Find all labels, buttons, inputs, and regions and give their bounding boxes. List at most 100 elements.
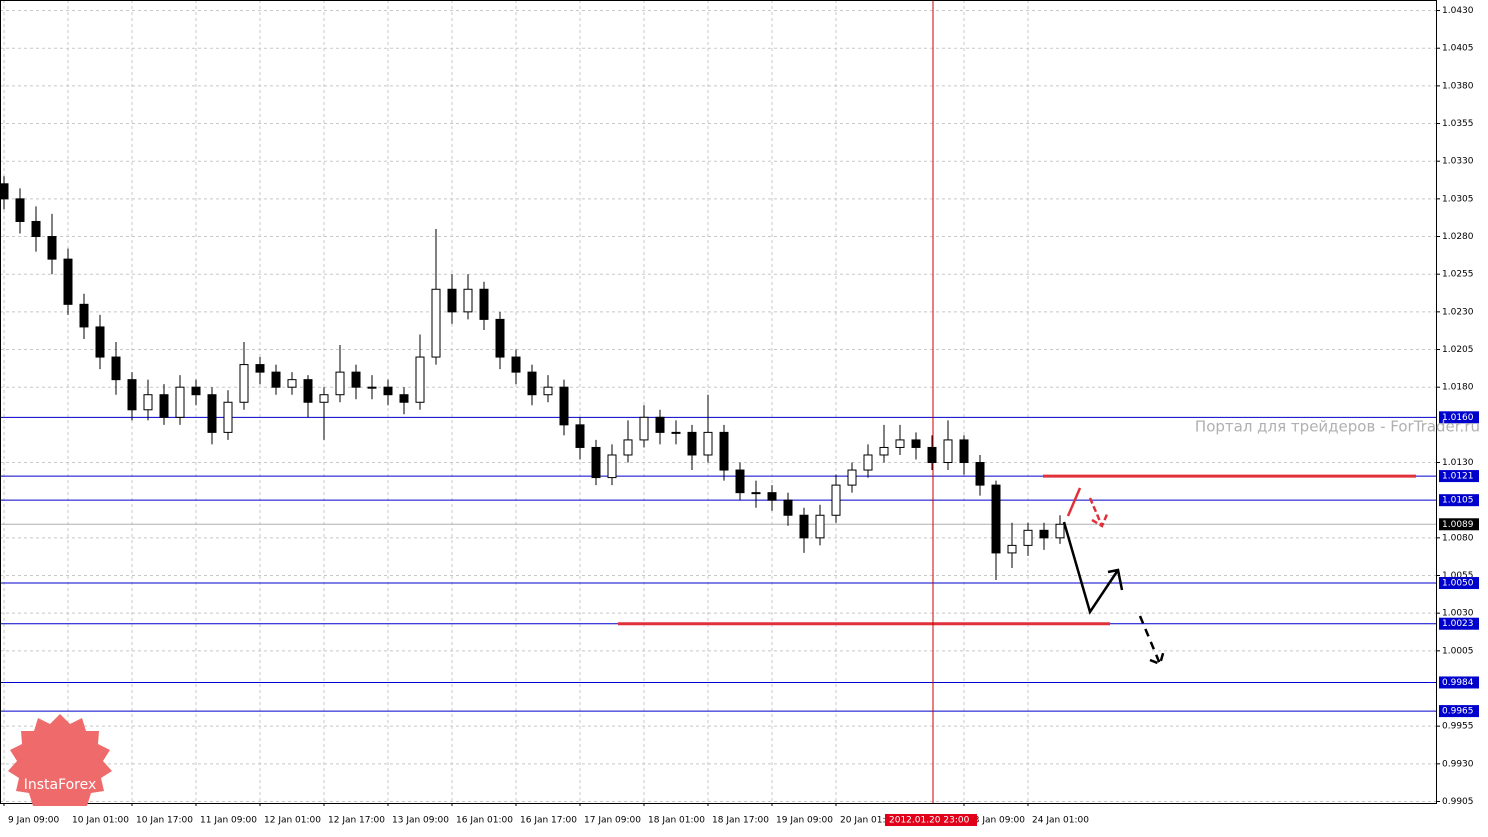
candle-body bbox=[831, 484, 841, 516]
candle-body bbox=[287, 379, 297, 388]
x-tick-label: 12 Jan 01:00 bbox=[264, 816, 321, 826]
x-tick-label: 13 Jan 09:00 bbox=[392, 816, 449, 826]
level-label-box bbox=[1439, 617, 1479, 630]
candle-body bbox=[175, 386, 185, 418]
x-tick-label: 20 Jan 01:00 bbox=[840, 816, 897, 826]
y-tick-label: 1.0205 bbox=[1442, 345, 1474, 355]
candle-body bbox=[783, 499, 793, 516]
x-tick-label: 9 Jan 09:00 bbox=[8, 816, 60, 826]
candle-body bbox=[1055, 523, 1065, 539]
x-tick-label: 18 Jan 17:00 bbox=[712, 816, 769, 826]
candle-body bbox=[879, 446, 889, 456]
level-label: 1.0023 bbox=[1442, 619, 1474, 629]
y-tick-label: 1.0130 bbox=[1442, 458, 1474, 468]
cursor-label: 2012.01.20 23:00 bbox=[889, 816, 970, 826]
level-label-box bbox=[1439, 494, 1479, 507]
y-tick-label: 1.0430 bbox=[1442, 6, 1474, 16]
logo-badge bbox=[8, 714, 112, 806]
y-tick-label: 1.0280 bbox=[1442, 232, 1474, 242]
candle-body bbox=[143, 394, 153, 411]
candle-body bbox=[15, 198, 25, 222]
x-tick-label: 16 Jan 01:00 bbox=[456, 816, 513, 826]
y-tick-label: 1.0055 bbox=[1442, 571, 1474, 581]
x-tick-label: 10 Jan 01:00 bbox=[72, 816, 129, 826]
candle-body bbox=[95, 326, 105, 358]
current-price-box bbox=[1439, 518, 1479, 531]
y-tick-label: 1.0380 bbox=[1442, 81, 1474, 91]
candle-body bbox=[159, 394, 169, 418]
candle-body bbox=[975, 462, 985, 486]
candle-body bbox=[687, 431, 697, 456]
level-label: 1.0105 bbox=[1442, 496, 1474, 506]
current-price-label: 1.0089 bbox=[1442, 520, 1474, 530]
logo-text: InstaForex bbox=[24, 777, 97, 793]
x-tick-label: 24 Jan 01:00 bbox=[1032, 816, 1089, 826]
candle-body bbox=[63, 258, 73, 305]
candle-body bbox=[703, 431, 713, 456]
candle-body bbox=[607, 454, 617, 479]
candle-body bbox=[447, 288, 457, 313]
candle-body bbox=[591, 446, 601, 479]
candle-body bbox=[239, 364, 249, 403]
level-label: 1.0121 bbox=[1442, 472, 1474, 482]
candle-body bbox=[431, 288, 441, 358]
candle-body bbox=[575, 424, 585, 448]
red-arrow-down bbox=[1088, 497, 1110, 528]
watermark: Портал для трейдеров - ForTrader.ru bbox=[1195, 418, 1480, 436]
candle-body bbox=[943, 439, 953, 464]
x-tick-label: 19 Jan 09:00 bbox=[776, 816, 833, 826]
level-label-box bbox=[1439, 470, 1479, 483]
candle-body bbox=[223, 401, 233, 433]
candle-body bbox=[735, 469, 745, 494]
x-tick-label: 16 Jan 17:00 bbox=[520, 816, 577, 826]
candle-body bbox=[991, 484, 1001, 554]
level-label: 0.9984 bbox=[1442, 678, 1474, 688]
candle-body bbox=[1039, 529, 1049, 539]
candle-body bbox=[367, 386, 377, 389]
y-tick-label: 1.0255 bbox=[1442, 270, 1474, 280]
candle-body bbox=[639, 416, 649, 441]
y-tick-label: 1.0180 bbox=[1442, 383, 1474, 393]
y-tick-label: 1.0305 bbox=[1442, 194, 1474, 204]
x-tick-label: 23 Jan 09:00 bbox=[968, 816, 1025, 826]
candle-body bbox=[1007, 544, 1017, 554]
candle-body bbox=[655, 416, 665, 433]
candle-body bbox=[383, 386, 393, 396]
x-tick-label: 11 Jan 09:00 bbox=[200, 816, 257, 826]
y-tick-label: 1.0080 bbox=[1442, 533, 1474, 543]
candle-body bbox=[479, 288, 489, 320]
y-tick-label: 1.0030 bbox=[1442, 609, 1474, 619]
candle-body bbox=[719, 431, 729, 471]
candle-body bbox=[959, 439, 969, 464]
candle-body bbox=[895, 439, 905, 448]
cursor-label-box bbox=[885, 814, 977, 826]
y-tick-label: 1.0230 bbox=[1442, 307, 1474, 317]
candle-body bbox=[255, 364, 265, 373]
candle-body bbox=[463, 288, 473, 313]
level-label: 1.0160 bbox=[1442, 413, 1474, 423]
level-label-box bbox=[1439, 676, 1479, 689]
candle-body bbox=[511, 356, 521, 373]
candle-body bbox=[767, 492, 777, 501]
x-tick-label: 10 Jan 17:00 bbox=[136, 816, 193, 826]
candle-body bbox=[847, 469, 857, 486]
y-tick-label: 1.0355 bbox=[1442, 119, 1474, 129]
candle-body bbox=[335, 371, 345, 396]
candle-body bbox=[191, 386, 201, 396]
candle-body bbox=[671, 431, 681, 434]
candle-body bbox=[207, 394, 217, 433]
candle-body bbox=[111, 356, 121, 381]
candle-body bbox=[47, 236, 57, 260]
level-label-box bbox=[1439, 705, 1479, 718]
candle-body bbox=[495, 318, 505, 358]
candle-body bbox=[79, 303, 89, 328]
black-arrow-zigzag bbox=[1062, 521, 1124, 615]
x-tick-label: 12 Jan 17:00 bbox=[328, 816, 385, 826]
candle-body bbox=[351, 371, 361, 388]
candle-body bbox=[1023, 529, 1033, 546]
candle-body bbox=[815, 514, 825, 539]
level-label: 1.0050 bbox=[1442, 579, 1474, 589]
level-label: 0.9965 bbox=[1442, 707, 1474, 717]
